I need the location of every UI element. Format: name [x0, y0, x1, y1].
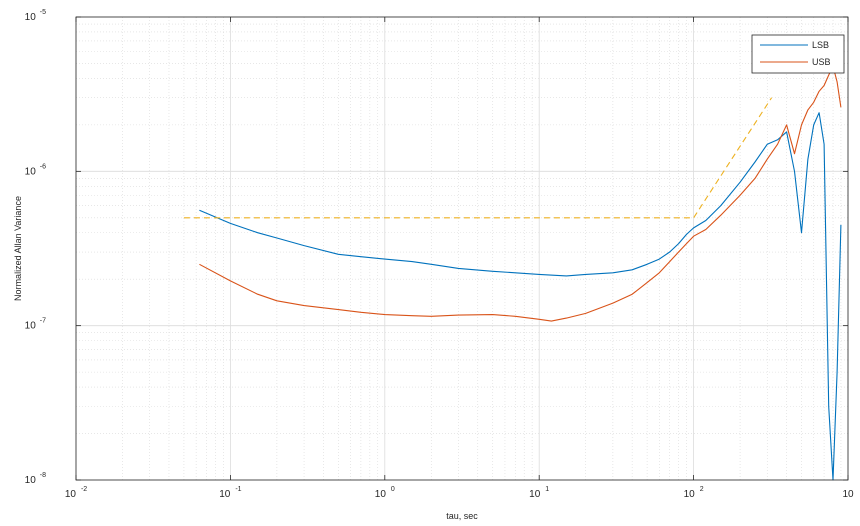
reference-dashed-line	[183, 97, 773, 219]
legend: LSB USB	[751, 34, 845, 74]
legend-label-usb: USB	[812, 57, 831, 67]
series-layer	[183, 65, 842, 481]
y-axis-title: Normalized Allan Variance	[13, 196, 23, 301]
series-line-usb	[199, 65, 842, 322]
legend-box	[751, 34, 845, 74]
series-line-lsb	[199, 112, 842, 481]
x-axis-title: tau, sec	[446, 511, 478, 521]
x-tick-label: 10	[842, 489, 854, 500]
plot-frame	[75, 16, 849, 481]
legend-label-lsb: LSB	[812, 40, 829, 50]
